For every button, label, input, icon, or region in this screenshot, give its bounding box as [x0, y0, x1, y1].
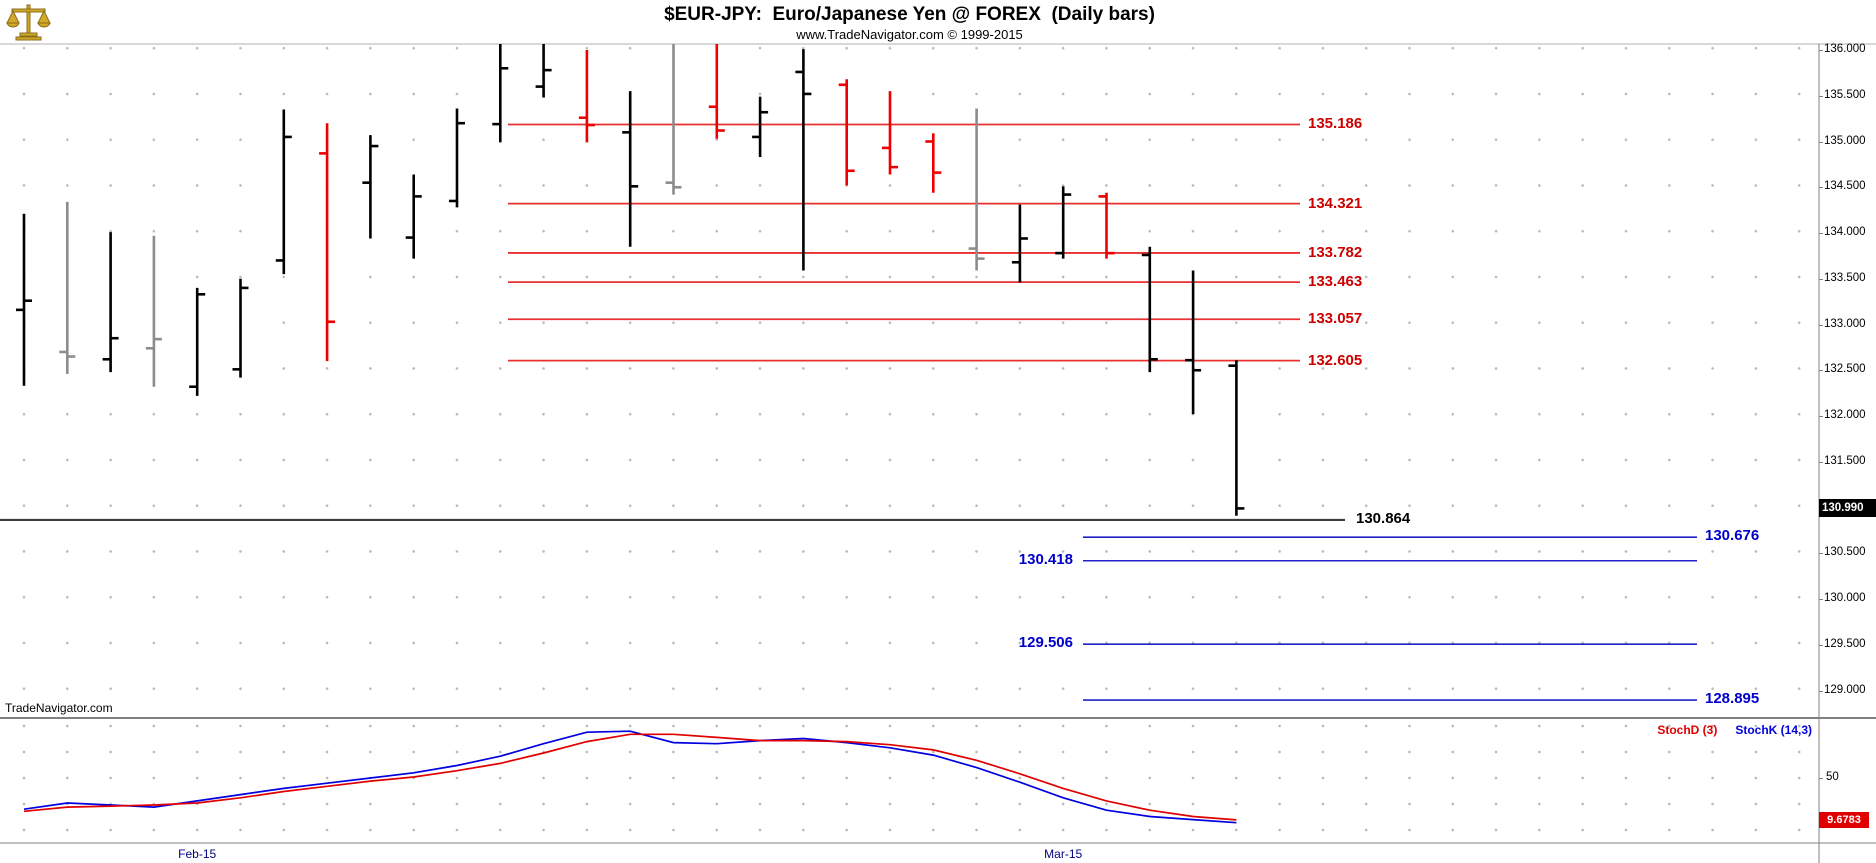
resistance-price-label: 133.782 [1308, 243, 1363, 261]
price-axis-tick-label: 135.000 [1824, 134, 1866, 147]
ohlc-bar [59, 201, 76, 374]
price-axis-tick-mark [1819, 187, 1823, 189]
price-axis-tick-mark [1819, 141, 1823, 143]
stochd-legend-label[interactable]: StochD (3) [1657, 723, 1718, 737]
price-axis-tick-label: 130.000 [1824, 592, 1866, 604]
indicator-axis-tick-mark [1819, 778, 1823, 779]
current-price-box: 130.990 [1819, 499, 1876, 518]
resistance-price-label: 132.605 [1308, 351, 1363, 369]
date-axis-label: Feb-15 [178, 847, 217, 861]
price-axis-tick-mark [1819, 95, 1823, 97]
ohlc-bar [16, 213, 32, 386]
indicator-axis-label: 50 [1826, 771, 1839, 783]
ohlc-bar [1055, 186, 1072, 259]
stochk-line [23, 730, 1237, 824]
ohlc-bar [1098, 192, 1115, 259]
projection-price-label: 130.418 [1018, 550, 1073, 568]
ohlc-bar [622, 91, 639, 247]
ohlc-bar [102, 232, 119, 373]
ohlc-bar [838, 79, 855, 186]
price-axis-tick-label: 135.500 [1824, 88, 1866, 101]
price-axis-tick-mark [1819, 553, 1823, 555]
resistance-price-label: 133.463 [1308, 273, 1363, 291]
trade-navigator-scales-logo-icon [6, 2, 52, 47]
price-axis-tick-label: 131.500 [1824, 454, 1866, 467]
price-axis-tick-label: 129.500 [1824, 637, 1866, 650]
price-axis-tick-mark [1819, 644, 1823, 646]
price-axis-tick-mark [1819, 461, 1823, 463]
ohlc-bar [752, 96, 769, 158]
ohlc-bar [795, 49, 812, 271]
ohlc-bar [145, 235, 162, 387]
price-axis-tick-mark [1819, 233, 1823, 234]
ohlc-bar [968, 108, 985, 271]
ohlc-bar [535, 44, 552, 98]
ohlc-bar [362, 135, 379, 239]
support-price-label: 130.864 [1356, 509, 1411, 527]
indicator-last-value-box: 9.6783 [1819, 811, 1869, 828]
ohlc-bar [1185, 270, 1202, 415]
indicator-legend: StochD (3) StochK (14,3) [1657, 723, 1812, 737]
projection-price-label: 129.506 [1018, 634, 1073, 652]
ohlc-bar [665, 44, 682, 195]
ohlc-bar [492, 44, 509, 143]
price-axis-tick-mark [1819, 370, 1823, 372]
price-axis-tick-mark [1819, 599, 1823, 600]
ohlc-bar [1141, 246, 1158, 373]
stochd-line [23, 733, 1237, 821]
price-axis-tick-mark [1819, 690, 1823, 692]
price-axis-tick-label: 132.000 [1824, 409, 1866, 421]
projection-price-label: 128.895 [1705, 690, 1760, 708]
ohlc-bar [189, 287, 206, 396]
ohlc-bar [232, 278, 249, 378]
price-axis-tick-label: 133.500 [1824, 271, 1866, 284]
price-axis[interactable] [1819, 44, 1876, 863]
ohlc-bar [319, 123, 336, 362]
price-axis-tick-label: 136.000 [1824, 43, 1866, 55]
ohlc-bar [708, 44, 725, 139]
watermark-text: TradeNavigator.com [5, 701, 113, 715]
resistance-price-label: 133.057 [1308, 310, 1363, 328]
price-axis-tick-label: 133.000 [1824, 317, 1866, 330]
price-axis-tick-mark [1819, 324, 1823, 326]
price-axis-tick-mark [1819, 416, 1823, 417]
price-axis-tick-label: 132.500 [1824, 363, 1866, 376]
price-axis-tick-label: 129.000 [1824, 683, 1866, 696]
date-axis-label: Mar-15 [1044, 847, 1083, 861]
projection-price-label: 130.676 [1705, 527, 1760, 545]
ohlc-bar [405, 174, 422, 259]
price-axis-tick-label: 134.000 [1824, 226, 1866, 238]
chart-subtitle: www.TradeNavigator.com © 1999-2015 [796, 27, 1023, 42]
resistance-price-label: 134.321 [1308, 194, 1363, 212]
ohlc-bar [882, 91, 898, 175]
stochk-legend-label[interactable]: StochK (14,3) [1735, 723, 1812, 737]
ohlc-bar [1228, 360, 1245, 516]
price-axis-tick-label: 134.500 [1824, 180, 1866, 193]
ohlc-bar [1011, 204, 1028, 283]
ohlc-bar [578, 50, 595, 143]
resistance-price-label: 135.186 [1308, 115, 1363, 133]
price-axis-tick-label: 130.500 [1824, 546, 1866, 559]
price-axis-tick-mark [1819, 278, 1823, 280]
chart-title: $EUR-JPY: Euro/Japanese Yen @ FOREX (Dai… [664, 4, 1155, 25]
ohlc-bar [449, 108, 465, 208]
ohlc-bar [275, 109, 292, 275]
price-axis-tick-mark [1819, 50, 1823, 51]
ohlc-bar [925, 133, 942, 193]
